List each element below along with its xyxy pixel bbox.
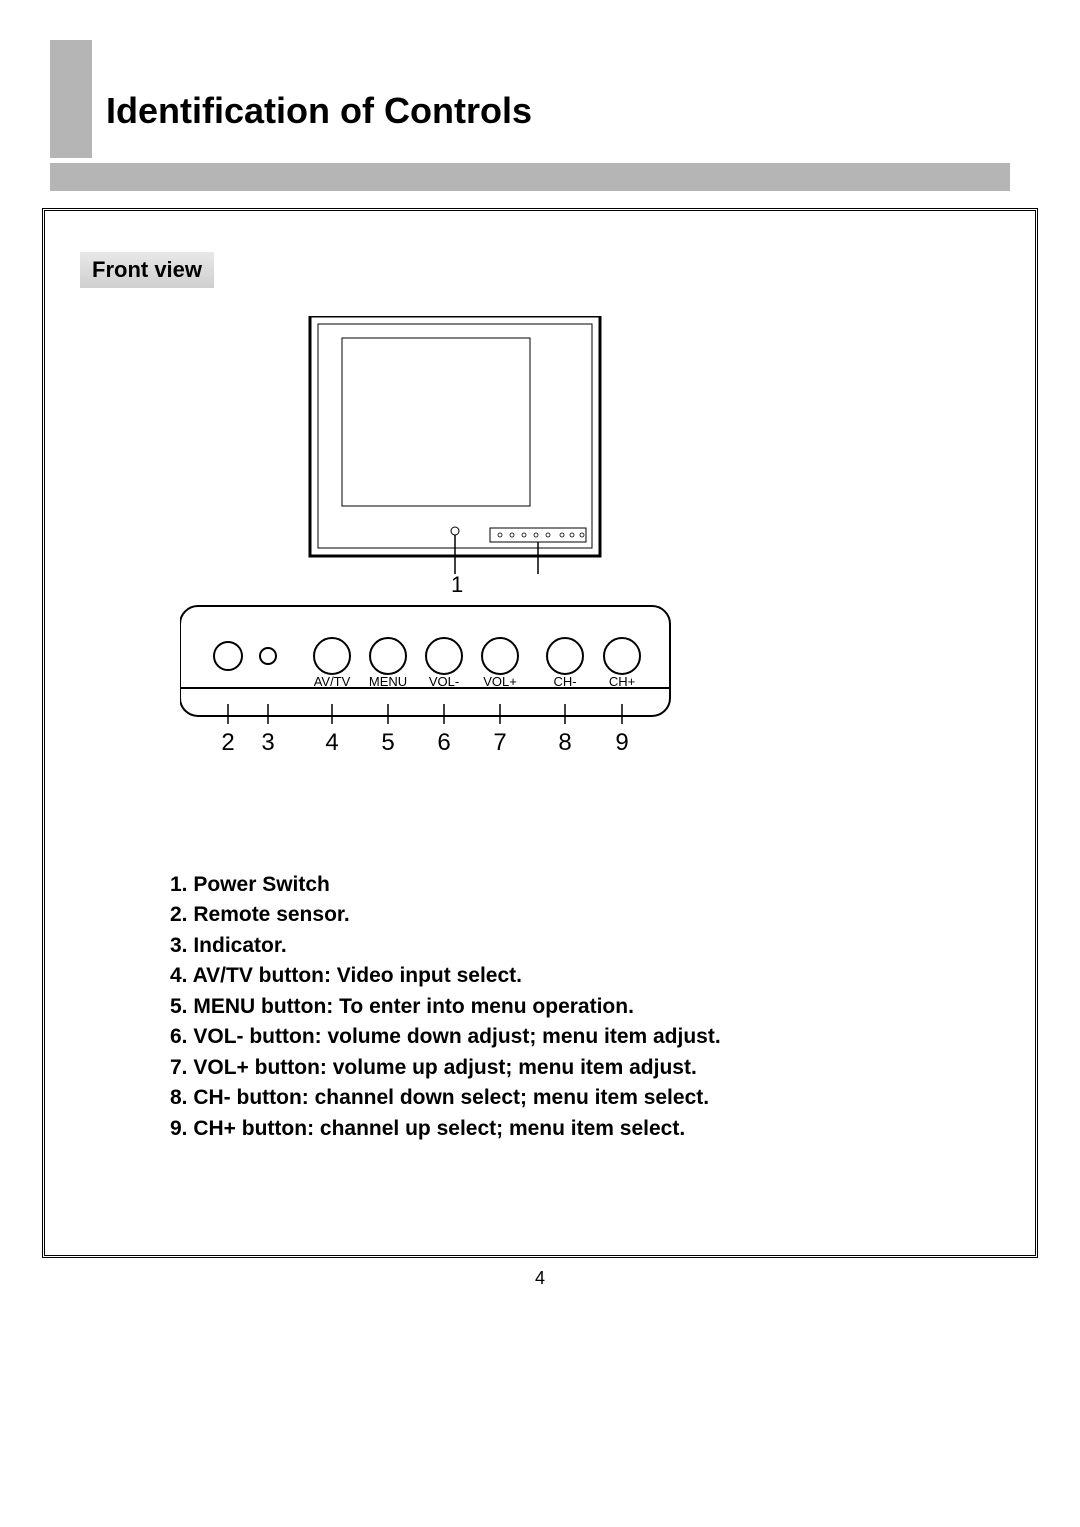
list-item: 9. CH+ button: channel up select; menu i… [170, 1114, 721, 1144]
page-title: Identification of Controls [106, 90, 532, 132]
page: Identification of Controls Front view 1 2… [0, 0, 1080, 1527]
list-item: 5. MENU button: To enter into menu opera… [170, 992, 721, 1022]
subheading-front-view: Front view [80, 252, 214, 288]
list-item: 3. Indicator. [170, 931, 721, 961]
header-accent-block [50, 40, 92, 158]
svg-text:VOL-: VOL- [429, 674, 459, 689]
svg-text:1: 1 [451, 572, 463, 597]
svg-text:AV/TV: AV/TV [314, 674, 351, 689]
list-item: 4. AV/TV button: Video input select. [170, 961, 721, 991]
list-item: 1. Power Switch [170, 870, 721, 900]
list-item: 7. VOL+ button: volume up adjust; menu i… [170, 1053, 721, 1083]
list-item: 2. Remote sensor. [170, 900, 721, 930]
svg-text:2: 2 [221, 729, 234, 756]
controls-list: 1. Power Switch 2. Remote sensor. 3. Ind… [170, 870, 721, 1144]
svg-text:4: 4 [325, 729, 338, 756]
header-bar [50, 163, 1010, 191]
svg-text:6: 6 [437, 729, 450, 756]
svg-text:9: 9 [615, 729, 628, 756]
svg-text:8: 8 [558, 729, 571, 756]
svg-text:VOL+: VOL+ [483, 674, 517, 689]
svg-text:3: 3 [261, 729, 274, 756]
list-item: 6. VOL- button: volume down adjust; menu… [170, 1022, 721, 1052]
svg-text:MENU: MENU [369, 674, 407, 689]
svg-text:CH-: CH- [553, 674, 576, 689]
svg-text:7: 7 [493, 729, 506, 756]
controls-diagram: 1 23 AV/TV 4 MENU 5 VOL- 6 VOL+ 7 CH- 8 CH+ 9 [180, 316, 720, 776]
svg-text:5: 5 [381, 729, 394, 756]
page-number: 4 [0, 1268, 1080, 1289]
list-item: 8. CH- button: channel down select; menu… [170, 1083, 721, 1113]
svg-text:CH+: CH+ [609, 674, 635, 689]
